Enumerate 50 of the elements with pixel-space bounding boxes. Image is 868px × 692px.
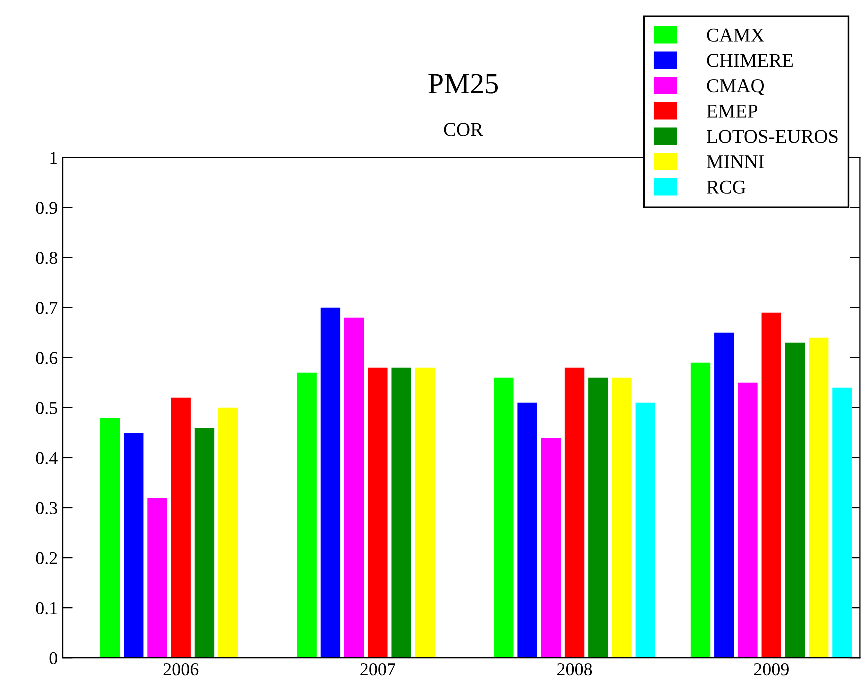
- chart-subtitle: COR: [444, 123, 484, 136]
- legend-label: MINNI: [707, 156, 764, 168]
- legend-label: RCG: [707, 180, 746, 194]
- bar: [148, 498, 168, 658]
- bar: [518, 402, 538, 658]
- legend-label: EMEP: [707, 105, 758, 118]
- bar: [320, 308, 341, 658]
- bar: [612, 378, 632, 658]
- bar: [714, 332, 734, 658]
- y-tick-label: 0.3: [36, 502, 58, 515]
- bar: [541, 438, 562, 658]
- bar: [415, 368, 436, 658]
- x-tick-label: 2008: [558, 663, 592, 676]
- bar: [194, 428, 215, 658]
- y-tick-label: 0.9: [36, 202, 58, 214]
- bar: [494, 378, 514, 658]
- legend-label: CHIMERE: [707, 54, 794, 68]
- bar: [785, 342, 806, 658]
- bar: [344, 318, 364, 658]
- chart-title: PM25: [428, 74, 498, 94]
- bar: [368, 368, 388, 658]
- y-tick-label: 1: [50, 152, 58, 164]
- y-tick-label: 0.8: [36, 252, 58, 264]
- bar: [218, 408, 238, 658]
- y-tick-label: 0.2: [36, 552, 58, 565]
- bar: [297, 372, 317, 658]
- y-tick-label: 0.7: [36, 302, 58, 314]
- x-tick-label: 2006: [164, 663, 199, 676]
- y-tick-label: 0: [50, 652, 58, 665]
- legend-label: LOTOS-EUROS: [707, 130, 838, 144]
- legend-label: CMAQ: [707, 80, 764, 96]
- bar: [809, 338, 829, 658]
- bar: [124, 432, 144, 658]
- bar: [762, 312, 782, 658]
- bar: [392, 368, 412, 658]
- x-tick-label: 2009: [754, 663, 789, 676]
- y-tick-label: 0.6: [36, 352, 58, 364]
- bar: [738, 382, 758, 658]
- bar: [690, 362, 711, 658]
- y-tick-label: 0.5: [36, 402, 58, 414]
- y-tick-label: 0.4: [36, 452, 58, 464]
- bar: [832, 388, 852, 658]
- bar: [171, 398, 191, 658]
- bar: [588, 378, 608, 658]
- bar: [564, 368, 585, 658]
- bar: [636, 402, 656, 658]
- bar: [100, 418, 120, 658]
- x-tick-label: 2007: [360, 663, 396, 676]
- legend-label: CAMX: [707, 28, 764, 42]
- y-tick-label: 0.1: [36, 602, 58, 615]
